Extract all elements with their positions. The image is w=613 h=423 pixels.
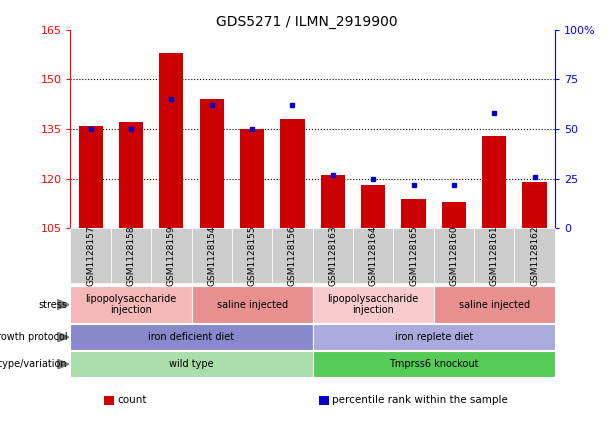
- Bar: [240, 129, 264, 228]
- Text: GSM1128164: GSM1128164: [368, 225, 378, 286]
- Text: GSM1128160: GSM1128160: [449, 225, 459, 286]
- Bar: [159, 53, 183, 228]
- Text: lipopolysaccharide
injection: lipopolysaccharide injection: [327, 294, 419, 316]
- Text: GSM1128158: GSM1128158: [126, 225, 135, 286]
- Text: stress: stress: [39, 299, 67, 310]
- Text: iron replete diet: iron replete diet: [395, 332, 473, 342]
- Polygon shape: [57, 299, 69, 310]
- Bar: [321, 176, 345, 228]
- Text: GDS5271 / ILMN_2919900: GDS5271 / ILMN_2919900: [216, 15, 397, 29]
- Text: GSM1128159: GSM1128159: [167, 225, 176, 286]
- Text: genotype/variation: genotype/variation: [0, 359, 67, 369]
- Text: GSM1128165: GSM1128165: [409, 225, 418, 286]
- Text: GSM1128157: GSM1128157: [86, 225, 95, 286]
- Text: GSM1128156: GSM1128156: [288, 225, 297, 286]
- Text: GSM1128161: GSM1128161: [490, 225, 499, 286]
- Bar: [119, 122, 143, 228]
- Text: GSM1128162: GSM1128162: [530, 225, 539, 286]
- Text: percentile rank within the sample: percentile rank within the sample: [332, 395, 508, 405]
- Text: GSM1128155: GSM1128155: [248, 225, 257, 286]
- Bar: [442, 202, 466, 228]
- Text: GSM1128163: GSM1128163: [329, 225, 337, 286]
- Text: saline injected: saline injected: [459, 299, 530, 310]
- Text: Tmprss6 knockout: Tmprss6 knockout: [389, 359, 479, 369]
- Bar: [361, 185, 385, 228]
- Text: wild type: wild type: [169, 359, 214, 369]
- Bar: [482, 136, 506, 228]
- Text: GSM1128154: GSM1128154: [207, 225, 216, 286]
- Text: iron deficient diet: iron deficient diet: [148, 332, 235, 342]
- Bar: [402, 199, 425, 228]
- Text: count: count: [118, 395, 147, 405]
- Bar: [78, 126, 103, 228]
- Bar: [522, 182, 547, 228]
- Text: lipopolysaccharide
injection: lipopolysaccharide injection: [85, 294, 177, 316]
- Polygon shape: [57, 332, 69, 342]
- Text: growth protocol: growth protocol: [0, 332, 67, 342]
- Text: saline injected: saline injected: [216, 299, 287, 310]
- Polygon shape: [57, 359, 69, 369]
- Bar: [280, 119, 305, 228]
- Bar: [200, 99, 224, 228]
